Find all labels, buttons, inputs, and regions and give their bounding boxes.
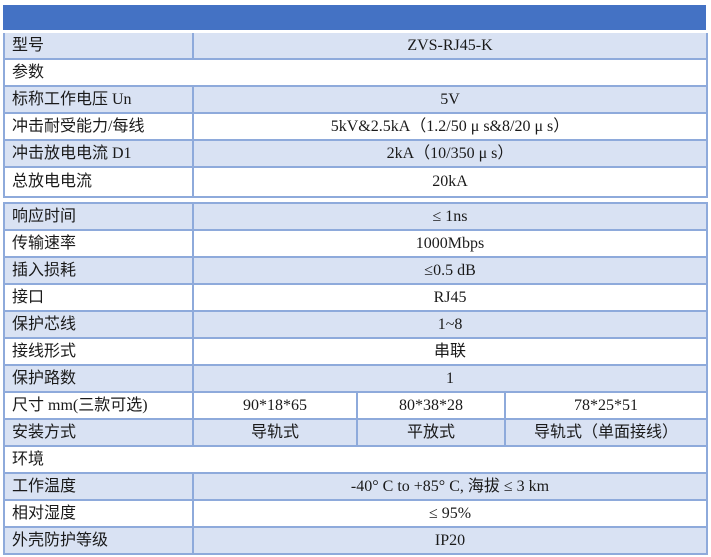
spec-value: 1: [191, 364, 709, 393]
table-row-data-rate: 传输速率 1000Mbps: [3, 229, 709, 258]
spec-label: 插入损耗: [3, 256, 194, 285]
spec-table-bottom: 响应时间 ≤ 1ns 传输速率 1000Mbps 插入损耗 ≤0.5 dB 接口…: [2, 202, 709, 555]
spec-value: 5kV&2.5kA（1.2/50 μ s&8/20 μ s）: [191, 112, 709, 141]
spec-label: 传输速率: [3, 229, 194, 258]
table-row-insertion-loss: 插入损耗 ≤0.5 dB: [3, 256, 709, 285]
table-row-operating-temperature: 工作温度 -40° C to +85° C, 海拔 ≤ 3 km: [3, 472, 709, 501]
table-row-interface: 接口 RJ45: [3, 283, 709, 312]
spec-label: 接线形式: [3, 337, 194, 366]
table-row-protection-paths: 保护路数 1: [3, 364, 709, 393]
spec-value: 2kA（10/350 μ s）: [191, 139, 709, 168]
spec-value-option-1: 导轨式: [192, 418, 358, 447]
section-row-environment: 环境: [2, 445, 709, 474]
table-row-protected-lines: 保护芯线 1~8: [3, 310, 709, 339]
spec-value: 20kA: [191, 166, 709, 198]
spec-value: 1~8: [191, 310, 709, 339]
spec-value: ≤ 95%: [191, 499, 709, 528]
section-label: 参数: [2, 58, 709, 87]
spec-value: 串联: [191, 337, 709, 366]
spec-table-top: 型号 ZVS-RJ45-K 参数 标称工作电压 Un 5V 冲击耐受能力/每线 …: [2, 33, 709, 198]
spec-label: 保护路数: [3, 364, 194, 393]
spec-value: -40° C to +85° C, 海拔 ≤ 3 km: [191, 472, 709, 501]
section-row-parameters: 参数: [2, 58, 709, 87]
title-bar: [3, 5, 706, 30]
spec-label: 总放电电流: [3, 166, 194, 198]
spec-value: ZVS-RJ45-K: [191, 33, 709, 60]
table-row-wiring-form: 接线形式 串联: [3, 337, 709, 366]
spec-label: 接口: [3, 283, 194, 312]
table-row-dimensions: 尺寸 mm(三款可选) 90*18*65 80*38*28 78*25*51: [3, 391, 709, 420]
spec-label: 冲击放电电流 D1: [3, 139, 194, 168]
table-row-ip-rating: 外壳防护等级 IP20: [3, 526, 709, 555]
spec-label: 型号: [3, 33, 194, 60]
spec-label: 标称工作电压 Un: [3, 85, 194, 114]
spec-value: 1000Mbps: [191, 229, 709, 258]
section-label: 环境: [2, 445, 709, 474]
spec-label: 工作温度: [3, 472, 194, 501]
spec-label: 尺寸 mm(三款可选): [3, 391, 194, 420]
table-row-voltage: 标称工作电压 Un 5V: [3, 85, 709, 114]
table-row-relative-humidity: 相对湿度 ≤ 95%: [3, 499, 709, 528]
spec-label: 响应时间: [3, 202, 194, 231]
spec-value-option-3: 78*25*51: [503, 391, 709, 420]
spec-label: 外壳防护等级: [3, 526, 194, 555]
spec-label: 保护芯线: [3, 310, 194, 339]
spec-value: 5V: [191, 85, 709, 114]
table-row-total-discharge: 总放电电流 20kA: [3, 166, 709, 198]
spec-value: IP20: [191, 526, 709, 555]
table-row-withstand: 冲击耐受能力/每线 5kV&2.5kA（1.2/50 μ s&8/20 μ s）: [3, 112, 709, 141]
spec-value-option-3: 导轨式（单面接线）: [503, 418, 709, 447]
table-row-mounting: 安装方式 导轨式 平放式 导轨式（单面接线）: [3, 418, 709, 447]
spec-value-option-1: 90*18*65: [192, 391, 358, 420]
spec-value-option-2: 平放式: [356, 418, 506, 447]
table-row-model: 型号 ZVS-RJ45-K: [3, 33, 709, 60]
table-row-impulse-discharge: 冲击放电电流 D1 2kA（10/350 μ s）: [3, 139, 709, 168]
spec-label: 安装方式: [3, 418, 194, 447]
spec-value-option-2: 80*38*28: [356, 391, 506, 420]
spec-label: 相对湿度: [3, 499, 194, 528]
table-row-response-time: 响应时间 ≤ 1ns: [3, 202, 709, 231]
spec-value: ≤ 1ns: [191, 202, 709, 231]
spec-label: 冲击耐受能力/每线: [3, 112, 194, 141]
spec-value: ≤0.5 dB: [191, 256, 709, 285]
spec-value: RJ45: [191, 283, 709, 312]
